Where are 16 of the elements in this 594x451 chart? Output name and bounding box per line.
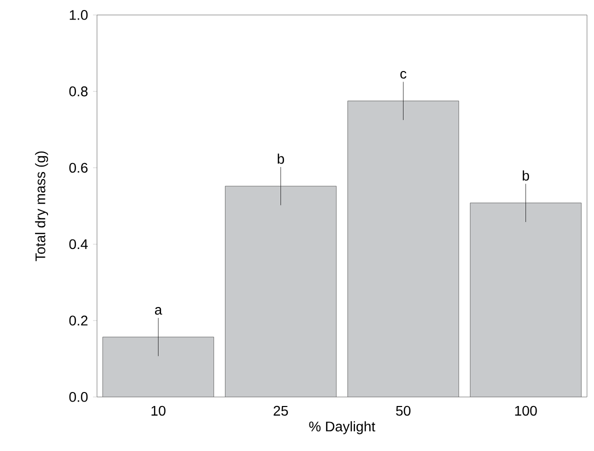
- y-tick-label: 0.6: [69, 162, 88, 173]
- x-tick-label: 100: [515, 406, 537, 416]
- annotation: c: [400, 70, 406, 79]
- x-tick-label: 10: [152, 406, 166, 416]
- x-tick-label: 50: [396, 406, 410, 416]
- annotation: a: [154, 307, 162, 315]
- y-tick-label: 0.8: [69, 86, 88, 96]
- y-tick-label: 0.4: [69, 239, 88, 250]
- y-axis-title: Total dry mass (g): [35, 151, 48, 262]
- annotation: b: [522, 170, 530, 181]
- annotation: b: [278, 154, 284, 164]
- y-tick-label: 0.2: [69, 316, 88, 326]
- y-tick-label: 1.0: [70, 10, 88, 20]
- x-axis-title: % Daylight: [309, 421, 376, 434]
- x-tick-label: 25: [274, 406, 288, 416]
- y-tick-label: 0.0: [69, 392, 88, 402]
